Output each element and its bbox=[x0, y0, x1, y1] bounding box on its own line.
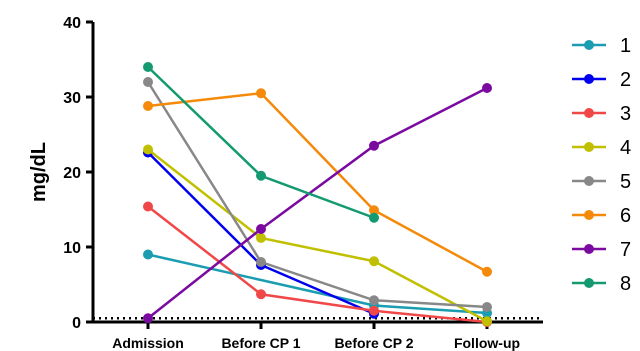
legend-swatch-marker bbox=[584, 244, 594, 254]
series-8 bbox=[143, 62, 379, 223]
data-point bbox=[256, 224, 266, 234]
legend-label: 3 bbox=[620, 103, 631, 125]
data-point bbox=[369, 212, 379, 223]
y-tick-label: 0 bbox=[72, 315, 81, 332]
legend-swatch-marker bbox=[584, 40, 594, 50]
series-line bbox=[147, 205, 488, 324]
data-point bbox=[256, 88, 266, 99]
data-point bbox=[482, 316, 492, 327]
data-point bbox=[143, 201, 153, 212]
legend-swatch-marker bbox=[584, 210, 594, 220]
y-axis-title: mg/dL bbox=[28, 142, 50, 202]
x-axis: Admission Before CP 1 Before CP 2 Follow-up bbox=[92, 320, 543, 351]
data-point bbox=[143, 77, 153, 87]
data-point bbox=[143, 144, 153, 155]
data-point bbox=[143, 313, 153, 324]
legend-swatch-marker bbox=[584, 176, 594, 186]
data-point bbox=[369, 140, 379, 151]
legend-item: 7 bbox=[572, 239, 631, 261]
y-tick-label: 20 bbox=[63, 165, 81, 182]
y-tick-label: 10 bbox=[63, 240, 81, 257]
legend-swatch-marker bbox=[584, 142, 594, 152]
legend-swatch-marker bbox=[584, 74, 594, 84]
y-tick-label: 30 bbox=[63, 90, 81, 107]
legend-label: 4 bbox=[620, 137, 631, 159]
data-point bbox=[143, 249, 153, 260]
series-group bbox=[143, 62, 492, 327]
series-4 bbox=[143, 144, 492, 327]
legend-label: 5 bbox=[620, 171, 631, 193]
data-point bbox=[143, 62, 153, 72]
series-5 bbox=[143, 77, 492, 312]
legend-item: 1 bbox=[572, 35, 631, 57]
series-line bbox=[147, 91, 488, 273]
series-line bbox=[146, 81, 488, 309]
series-line bbox=[147, 86, 488, 320]
legend-label: 2 bbox=[620, 69, 631, 91]
legend-swatch-marker bbox=[584, 108, 594, 118]
series-1 bbox=[143, 249, 492, 318]
legend-item: 2 bbox=[572, 69, 631, 91]
x-tick-label: Before CP 2 bbox=[334, 335, 413, 351]
y-tick-label: 40 bbox=[63, 15, 81, 32]
legend-item: 8 bbox=[572, 273, 631, 295]
data-point bbox=[256, 170, 266, 181]
series-7 bbox=[143, 83, 492, 324]
data-point bbox=[369, 305, 379, 316]
data-point bbox=[482, 302, 492, 312]
series-6 bbox=[143, 88, 492, 277]
legend-swatch-marker bbox=[584, 278, 594, 288]
legend-label: 8 bbox=[620, 273, 631, 295]
legend-item: 6 bbox=[572, 205, 631, 227]
data-point bbox=[256, 289, 266, 300]
data-point bbox=[369, 256, 379, 267]
legend-label: 7 bbox=[620, 239, 631, 261]
legend-label: 6 bbox=[620, 205, 631, 227]
x-tick-label: Before CP 1 bbox=[221, 335, 300, 351]
series-line bbox=[147, 148, 488, 323]
data-point bbox=[482, 83, 492, 93]
data-point bbox=[256, 233, 266, 243]
legend-item: 4 bbox=[572, 137, 631, 159]
x-tick-label: Follow-up bbox=[454, 335, 520, 351]
x-tick-label: Admission bbox=[112, 335, 184, 351]
data-point bbox=[482, 266, 492, 277]
legend-item: 3 bbox=[572, 103, 631, 125]
legend: 1 2 3 4 5 6 7 8 bbox=[572, 35, 631, 295]
data-point bbox=[256, 257, 266, 267]
data-point bbox=[143, 101, 153, 111]
legend-label: 1 bbox=[620, 35, 631, 57]
y-axis: 0 10 20 30 40 bbox=[63, 15, 95, 332]
legend-item: 5 bbox=[572, 171, 631, 193]
data-point bbox=[369, 295, 379, 306]
data-point bbox=[369, 205, 379, 216]
